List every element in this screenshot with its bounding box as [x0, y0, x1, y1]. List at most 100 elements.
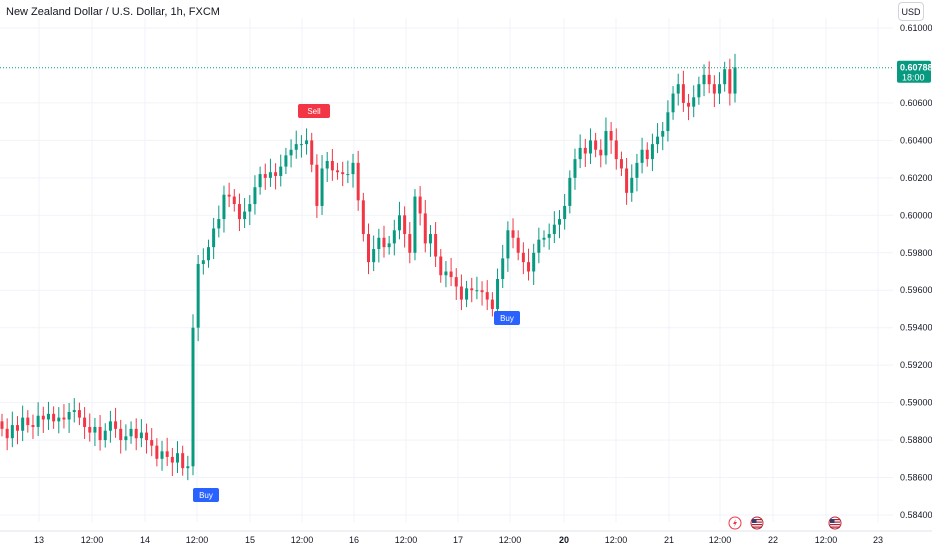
candle-body [361, 200, 365, 235]
candle-body [36, 415, 40, 427]
candle-body [712, 84, 716, 94]
candle-body [274, 172, 278, 176]
candle-body [351, 162, 355, 175]
x-tick-label: 23 [873, 535, 883, 545]
last-price-countdown: 18:00 [902, 73, 925, 83]
candle-body [619, 159, 623, 169]
candle-body [227, 194, 231, 197]
candle-body [568, 177, 572, 206]
candle-body [21, 417, 25, 431]
candle-body [454, 277, 458, 287]
candle-body [41, 415, 45, 420]
candle-body [46, 413, 50, 420]
candle-body [325, 160, 329, 169]
event-markers[interactable] [728, 516, 842, 530]
candle-body [676, 84, 680, 94]
x-tick-label: 14 [140, 535, 150, 545]
candle-body [392, 230, 396, 244]
candle-body [289, 149, 293, 156]
candle-body [527, 262, 531, 272]
candle-body [537, 239, 541, 253]
candle-body [299, 144, 303, 146]
y-tick-label: 0.58800 [900, 435, 932, 445]
x-tick-label: 15 [245, 535, 255, 545]
candle-body [578, 147, 582, 160]
time-axis[interactable]: 13 12:00 14 12:00 15 12:00 16 12:00 17 12:00 20 12:… [0, 530, 932, 545]
candle-body [119, 428, 123, 441]
x-tick-label: 12:00 [499, 535, 522, 545]
candle-body [397, 215, 401, 231]
candle-body [150, 440, 154, 446]
x-tick-label: 12:00 [395, 535, 418, 545]
last-price-label: 0.60788 18:00 [897, 60, 932, 83]
candle-body [480, 290, 484, 293]
signals[interactable]: Buy Sell Buy [193, 104, 520, 502]
candle-body [57, 417, 61, 422]
candle-body [186, 466, 190, 469]
candle-body [434, 234, 438, 257]
price-axis[interactable]: 0.61000 0.60600 0.60400 0.60200 0.60000 0.598… [900, 23, 932, 520]
candle-body [542, 237, 546, 240]
last-price-value: 0.60788 [900, 63, 932, 73]
candle-body [459, 286, 463, 300]
candle-body [77, 410, 81, 418]
y-tick-label: 0.58400 [900, 510, 932, 520]
y-tick-label: 0.59800 [900, 248, 932, 258]
candle-body [253, 187, 257, 205]
candle-body [114, 421, 118, 429]
candle-body [439, 256, 443, 276]
candle-body [547, 234, 551, 238]
candle-body [367, 234, 370, 263]
x-tick-label: 12:00 [291, 535, 314, 545]
signal-buy-marker[interactable] [494, 311, 520, 325]
candle-body [671, 93, 675, 113]
x-tick-label: 12:00 [81, 535, 104, 545]
candle-body [511, 230, 515, 238]
candle-body [413, 196, 417, 253]
candle-body [206, 247, 210, 261]
candle-body [346, 174, 350, 176]
candle-body [382, 237, 386, 248]
signal-sell-marker[interactable] [298, 104, 330, 118]
x-tick-label: 13 [34, 535, 44, 545]
candle-body [723, 69, 727, 85]
candle-body [268, 172, 272, 178]
candles [0, 53, 737, 481]
candle-body [305, 140, 309, 145]
candle-body [599, 149, 603, 156]
candle-body [635, 162, 639, 178]
candle-body [428, 234, 432, 244]
candle-body [563, 205, 567, 220]
candle-body [15, 425, 19, 431]
candle-body [217, 219, 221, 229]
y-tick-label: 0.60000 [900, 210, 932, 220]
y-tick-label: 0.61000 [900, 23, 932, 33]
candle-body [521, 252, 525, 263]
candle-body [160, 451, 164, 459]
candle-body [516, 237, 520, 253]
candle-body [583, 147, 587, 154]
candle-body [103, 430, 107, 441]
candle-body [403, 215, 407, 235]
candle-body [387, 243, 391, 248]
x-tick-label: 17 [453, 535, 463, 545]
candle-body [243, 211, 247, 220]
candle-body [470, 288, 474, 291]
candle-body [594, 140, 598, 150]
signal-buy-marker[interactable] [193, 488, 219, 502]
candle-body [408, 234, 412, 253]
candle-body [418, 196, 422, 214]
candle-body [191, 327, 195, 467]
candle-body [552, 224, 556, 235]
candle-body [124, 436, 128, 441]
candle-body [661, 131, 665, 137]
signal-label: Buy [199, 491, 213, 500]
candle-body [98, 426, 102, 441]
candle-body [10, 425, 14, 439]
candle-body [62, 417, 66, 420]
candle-body [604, 131, 608, 156]
candle-body [372, 249, 376, 263]
currency-button[interactable]: USD [898, 2, 924, 21]
y-tick-label: 0.59400 [900, 323, 932, 333]
